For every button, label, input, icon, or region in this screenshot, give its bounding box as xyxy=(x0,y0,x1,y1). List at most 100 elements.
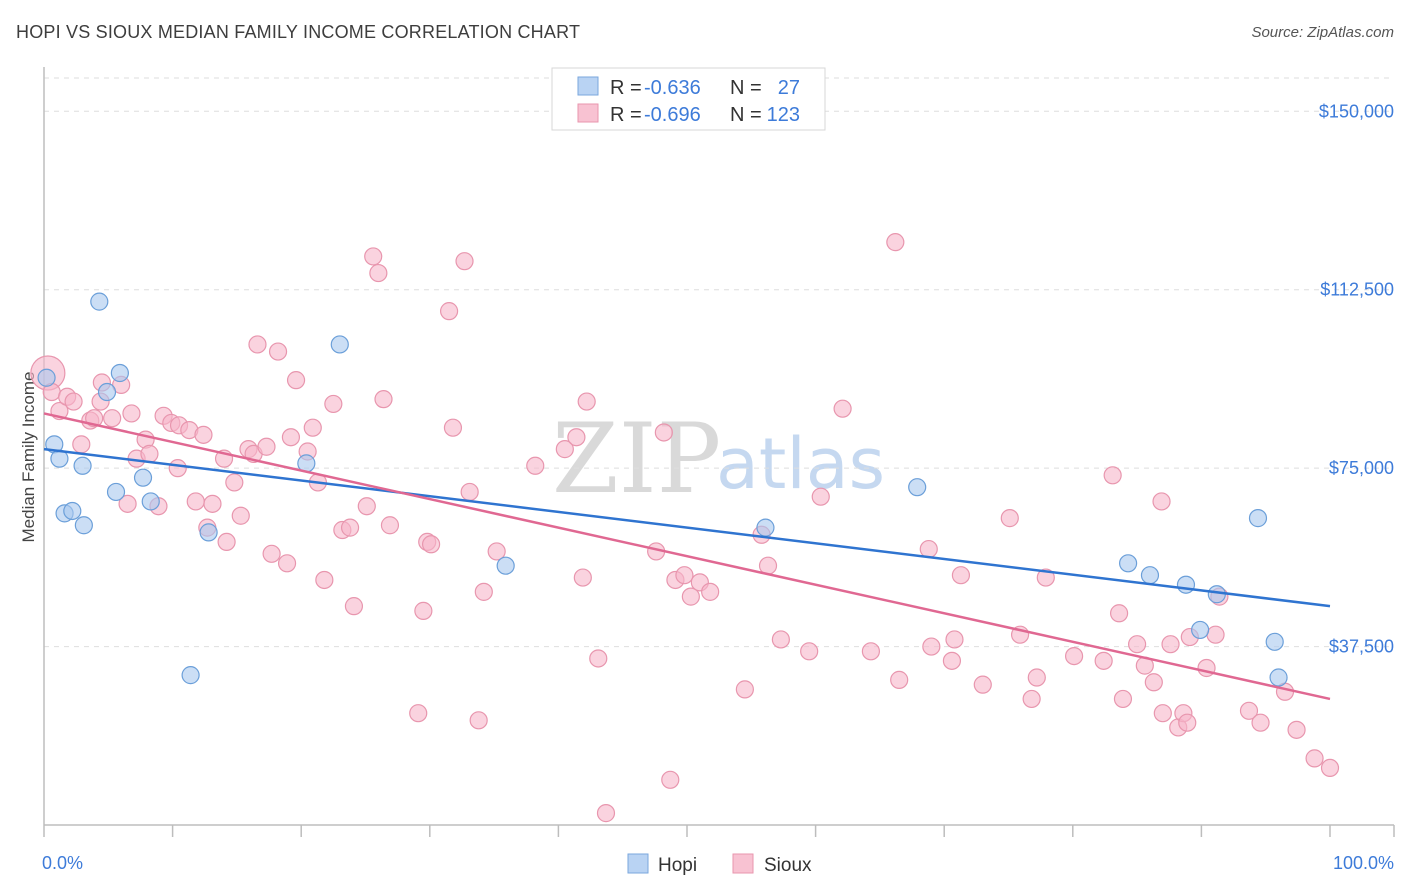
sioux-point xyxy=(414,601,433,620)
series-legend-sioux-label: Sioux xyxy=(764,855,812,876)
hopi-point xyxy=(496,556,515,575)
sioux-point xyxy=(72,435,91,454)
sioux-point xyxy=(455,252,474,271)
hopi-point xyxy=(97,382,117,402)
hopi-point xyxy=(1269,668,1288,687)
sioux-trend-line xyxy=(43,412,1331,701)
legend-hopi-n-label: N = xyxy=(730,77,762,99)
hopi-point xyxy=(908,478,927,497)
sioux-point xyxy=(654,423,673,442)
sioux-point xyxy=(681,587,700,606)
legend-sioux-r-label: R = xyxy=(610,104,642,126)
sioux-point xyxy=(1144,673,1163,692)
sioux-point xyxy=(1305,749,1324,768)
hopi-point xyxy=(1191,620,1210,640)
sioux-point xyxy=(460,482,479,502)
sioux-point xyxy=(555,440,574,459)
sioux-point xyxy=(469,711,488,730)
series-legend-sioux-swatch xyxy=(732,853,754,874)
series-legend-hopi-swatch xyxy=(627,853,649,874)
sioux-point xyxy=(1152,492,1171,511)
hopi-point xyxy=(133,468,153,487)
hopi-point xyxy=(1118,554,1138,573)
hopi-point xyxy=(90,292,109,311)
sioux-point xyxy=(168,459,187,478)
sioux-point xyxy=(277,554,297,573)
sioux-point xyxy=(886,233,905,252)
y-tick-label: $37,500 xyxy=(1329,637,1394,657)
sioux-point xyxy=(1036,568,1055,587)
series-legend-hopi-label: Hopi xyxy=(658,855,697,876)
sioux-point xyxy=(380,516,400,535)
sioux-point xyxy=(374,390,393,409)
sioux-point xyxy=(1127,635,1147,654)
sioux-point xyxy=(225,473,244,492)
sioux-point xyxy=(64,392,83,411)
sioux-point xyxy=(1022,689,1041,709)
sioux-point xyxy=(248,335,267,354)
sioux-point xyxy=(262,544,281,563)
y-tick-label: $75,000 xyxy=(1329,458,1394,478)
correlation-legend: R = -0.636 N = 27 R = -0.696 N = 123 xyxy=(551,67,826,131)
sioux-point xyxy=(735,680,754,699)
sioux-point xyxy=(833,399,852,418)
sioux-point xyxy=(203,494,222,513)
hopi-point xyxy=(1140,566,1160,585)
sioux-point xyxy=(257,437,276,456)
sioux-point xyxy=(357,497,376,516)
source-note: Source: ZipAtlas.com xyxy=(1251,24,1394,41)
series-legend: Hopi Sioux xyxy=(627,853,812,876)
sioux-point xyxy=(573,568,592,587)
sioux-point xyxy=(1094,651,1113,670)
sioux-point xyxy=(1027,668,1046,687)
y-axis-label: Median Family Income xyxy=(19,371,38,542)
y-tick-labels: $37,500 $75,000 $112,500 $150,000 xyxy=(1319,101,1394,656)
sioux-point xyxy=(364,247,383,266)
sioux-point xyxy=(1206,625,1225,644)
sioux-point xyxy=(369,263,388,283)
sioux-point xyxy=(344,597,364,616)
legend-hopi-r-value: -0.636 xyxy=(644,77,701,99)
sioux-point xyxy=(231,506,250,525)
y-tick-label: $112,500 xyxy=(1320,280,1394,300)
sioux-point xyxy=(800,642,819,661)
hopi-points xyxy=(37,292,1288,687)
sioux-point xyxy=(701,582,720,601)
legend-sioux-n-label: N = xyxy=(730,104,762,126)
sioux-point xyxy=(421,535,441,554)
x-tick-label-max: 100.0% xyxy=(1333,853,1394,873)
sioux-point xyxy=(1113,689,1133,709)
legend-sioux-n-value: 123 xyxy=(767,104,800,126)
axes xyxy=(43,67,1394,826)
hopi-point xyxy=(73,456,92,475)
sioux-point xyxy=(1109,604,1129,623)
sioux-point xyxy=(268,342,288,361)
sioux-point xyxy=(951,566,971,585)
hopi-point xyxy=(199,523,218,542)
sioux-point xyxy=(439,302,459,321)
sioux-point xyxy=(1153,704,1172,723)
sioux-point xyxy=(487,542,506,561)
sioux-point xyxy=(340,518,360,537)
legend-hopi-swatch xyxy=(577,76,599,96)
sioux-point xyxy=(1000,509,1019,528)
sioux-point xyxy=(1064,646,1084,666)
sioux-point xyxy=(118,494,137,513)
hopi-point xyxy=(330,335,349,354)
watermark-atlas: atlas xyxy=(716,423,885,505)
sioux-point xyxy=(922,637,941,656)
hopi-point xyxy=(756,518,775,537)
sioux-point xyxy=(103,409,122,428)
sioux-point xyxy=(589,649,608,668)
sioux-point xyxy=(1320,758,1340,778)
sioux-point xyxy=(1178,713,1197,732)
sioux-point xyxy=(1251,713,1270,732)
sioux-point xyxy=(567,428,586,447)
hopi-point xyxy=(110,363,129,383)
sioux-point xyxy=(942,651,962,670)
legend-hopi-r-label: R = xyxy=(610,77,642,99)
sioux-point xyxy=(1287,720,1306,739)
hopi-point xyxy=(141,492,160,511)
x-tick-label-min: 0.0% xyxy=(42,853,83,873)
